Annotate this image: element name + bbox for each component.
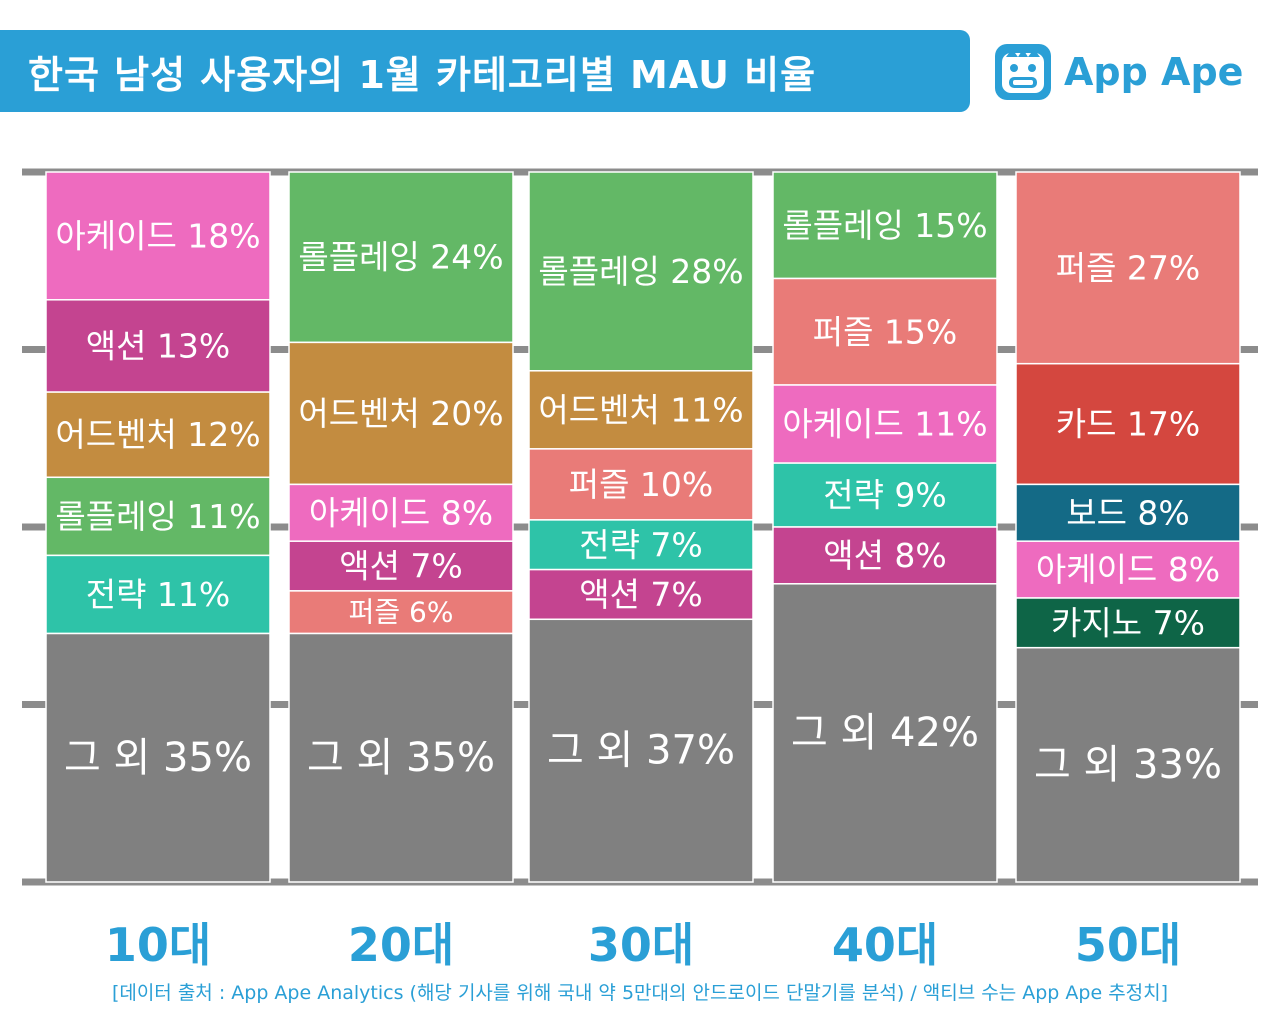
segment-label-50대-card: 카드 17%	[1056, 405, 1201, 444]
chart-title: 한국 남성 사용자의 1월 카테고리별 MAU 비율	[0, 30, 970, 112]
category-label-30대: 30대	[588, 918, 694, 972]
segment-label-40대-arcade: 아케이드 11%	[782, 405, 987, 444]
bar-segment-30대-strategy	[528, 519, 754, 571]
segment-label-10대-other: 그 외 35%	[64, 735, 252, 781]
segment-label-40대-other: 그 외 42%	[791, 710, 979, 756]
segment-label-30대-action: 액션 7%	[579, 575, 703, 614]
app-ape-logo: App Ape	[992, 38, 1262, 106]
bar-segment-30대-action	[528, 568, 754, 621]
logo-text: App Ape	[1064, 50, 1244, 94]
bar-segment-40대-puzzle	[772, 277, 998, 386]
segment-label-50대-puzzle: 퍼즐 27%	[1056, 248, 1201, 287]
segment-label-20대-other: 그 외 35%	[307, 735, 495, 781]
bar-segment-40대-other	[772, 583, 998, 883]
data-source-footnote: [데이터 출처 : App Ape Analytics (해당 기사를 위해 국…	[111, 982, 1169, 1004]
segment-label-30대-puzzle: 퍼즐 10%	[569, 465, 714, 504]
bar-segment-20대-roleplay	[288, 171, 514, 344]
bar-segment-10대-roleplay	[45, 476, 271, 557]
bar-segment-40대-arcade	[772, 384, 998, 464]
bar-segment-50대-other	[1015, 646, 1241, 883]
bar-segment-20대-arcade	[288, 483, 514, 542]
segment-label-40대-puzzle: 퍼즐 15%	[813, 312, 958, 351]
bar-segment-30대-other	[528, 618, 754, 883]
bar-segment-10대-arcade	[45, 171, 271, 301]
bar-segment-50대-casino	[1015, 597, 1241, 649]
bar-segment-50대-puzzle	[1015, 171, 1241, 365]
bar-segment-30대-roleplay	[528, 171, 754, 372]
segment-label-20대-action: 액션 7%	[339, 547, 463, 586]
bar-segment-40대-action	[772, 526, 998, 585]
segment-label-30대-adventure: 어드벤처 11%	[538, 390, 743, 429]
segment-label-40대-strategy: 전략 9%	[823, 476, 947, 515]
bar-segment-50대-card	[1015, 362, 1241, 486]
segment-label-10대-adventure: 어드벤처 12%	[55, 415, 260, 454]
category-label-50대: 50대	[1075, 918, 1181, 972]
segment-label-20대-roleplay: 롤플레잉 24%	[298, 238, 503, 277]
segment-label-10대-strategy: 전략 11%	[86, 575, 231, 614]
segment-label-10대-action: 액션 13%	[86, 326, 231, 365]
segment-label-10대-arcade: 아케이드 18%	[55, 216, 260, 255]
category-label-20대: 20대	[348, 918, 454, 972]
segment-label-10대-roleplay: 롤플레잉 11%	[55, 497, 260, 536]
bar-segment-40대-roleplay	[772, 171, 998, 280]
segment-label-30대-other: 그 외 37%	[547, 728, 735, 774]
segment-label-30대-roleplay: 롤플레잉 28%	[538, 252, 743, 291]
bar-segment-10대-other	[45, 632, 271, 883]
segment-label-30대-strategy: 전략 7%	[579, 525, 703, 564]
bar-segment-20대-adventure	[288, 341, 514, 486]
ape-face-icon	[995, 44, 1051, 100]
category-label-10대: 10대	[105, 918, 211, 972]
segment-label-40대-action: 액션 8%	[823, 536, 947, 575]
bar-segment-30대-puzzle	[528, 448, 754, 521]
segment-label-20대-arcade: 아케이드 8%	[309, 493, 493, 532]
bar-segment-20대-other	[288, 632, 514, 883]
bar-segment-30대-adventure	[528, 370, 754, 450]
segment-label-50대-casino: 카지노 7%	[1051, 603, 1205, 642]
segment-label-20대-adventure: 어드벤처 20%	[298, 394, 503, 433]
segment-label-50대-arcade: 아케이드 8%	[1036, 550, 1220, 589]
segment-label-50대-board: 보드 8%	[1066, 493, 1190, 532]
bar-segment-40대-strategy	[772, 462, 998, 528]
segment-label-20대-puzzle: 퍼즐 6%	[349, 596, 454, 629]
bar-segment-10대-strategy	[45, 554, 271, 635]
segment-label-50대-other: 그 외 33%	[1034, 742, 1222, 788]
segment-label-40대-roleplay: 롤플레잉 15%	[782, 206, 987, 245]
category-label-40대: 40대	[832, 918, 938, 972]
